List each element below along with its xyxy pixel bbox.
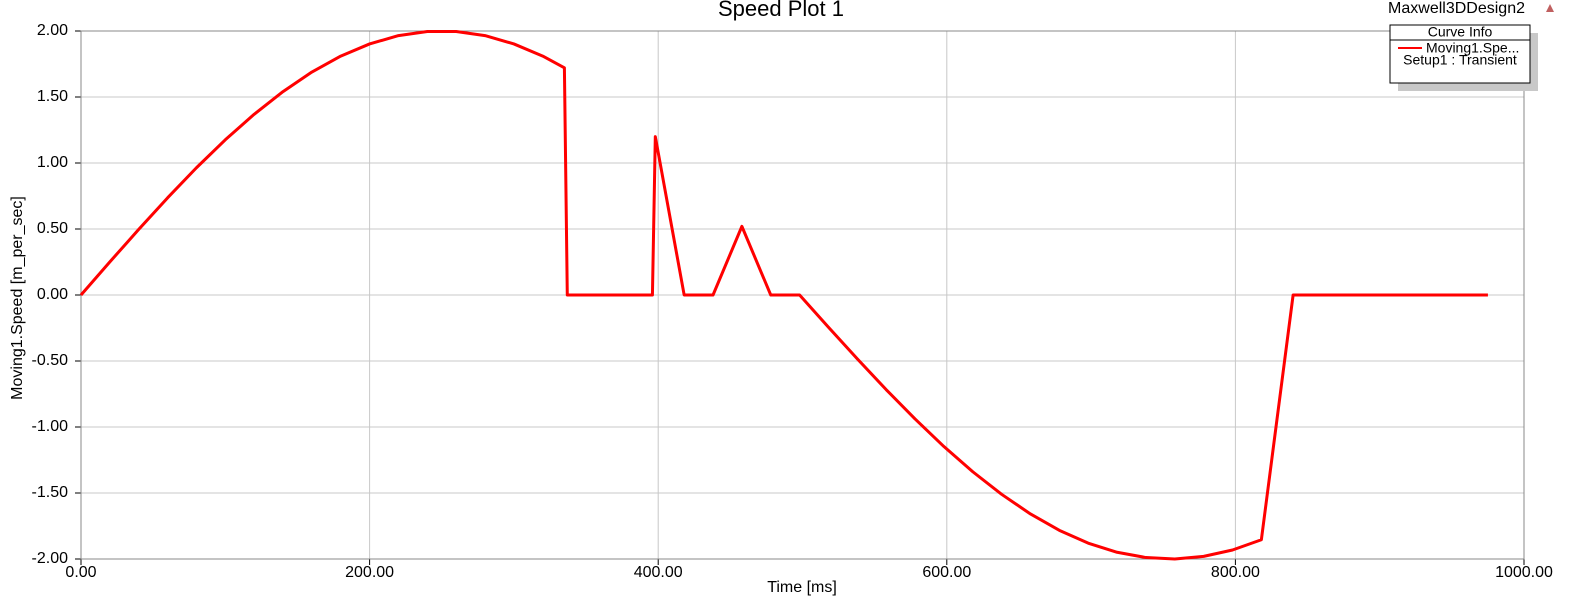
y-tick-label: 1.50 [37, 88, 68, 105]
chart-title: Speed Plot 1 [718, 0, 844, 21]
y-tick-label: -1.00 [32, 418, 69, 435]
x-tick-label: 1000.00 [1495, 564, 1553, 581]
y-tick-label: 1.00 [37, 154, 68, 171]
x-tick-label: 0.00 [65, 564, 96, 581]
design-icon [1546, 4, 1554, 12]
x-tick-label: 800.00 [1211, 564, 1260, 581]
y-tick-label: -1.50 [32, 484, 69, 501]
design-name: Maxwell3DDesign2 [1388, 0, 1525, 17]
x-axis-title: Time [ms] [767, 579, 837, 596]
legend-title: Curve Info [1428, 24, 1493, 40]
data-line [79, 30, 1488, 561]
x-tick-label: 600.00 [922, 564, 971, 581]
y-tick-label: 0.00 [37, 286, 68, 303]
y-axis-title: Moving1.Speed [m_per_sec] [9, 196, 26, 400]
legend-note: Setup1 : Transient [1403, 52, 1517, 68]
y-tick-label: -0.50 [32, 352, 69, 369]
x-tick-label: 400.00 [634, 564, 683, 581]
x-tick-label: 200.00 [345, 564, 394, 581]
legend-box [1389, 24, 1531, 84]
y-tick-label: 0.50 [37, 220, 68, 237]
legend-label: Moving1.Spe... [1426, 40, 1519, 56]
y-tick-label: 2.00 [37, 22, 68, 39]
y-tick-label: -2.00 [32, 550, 69, 567]
